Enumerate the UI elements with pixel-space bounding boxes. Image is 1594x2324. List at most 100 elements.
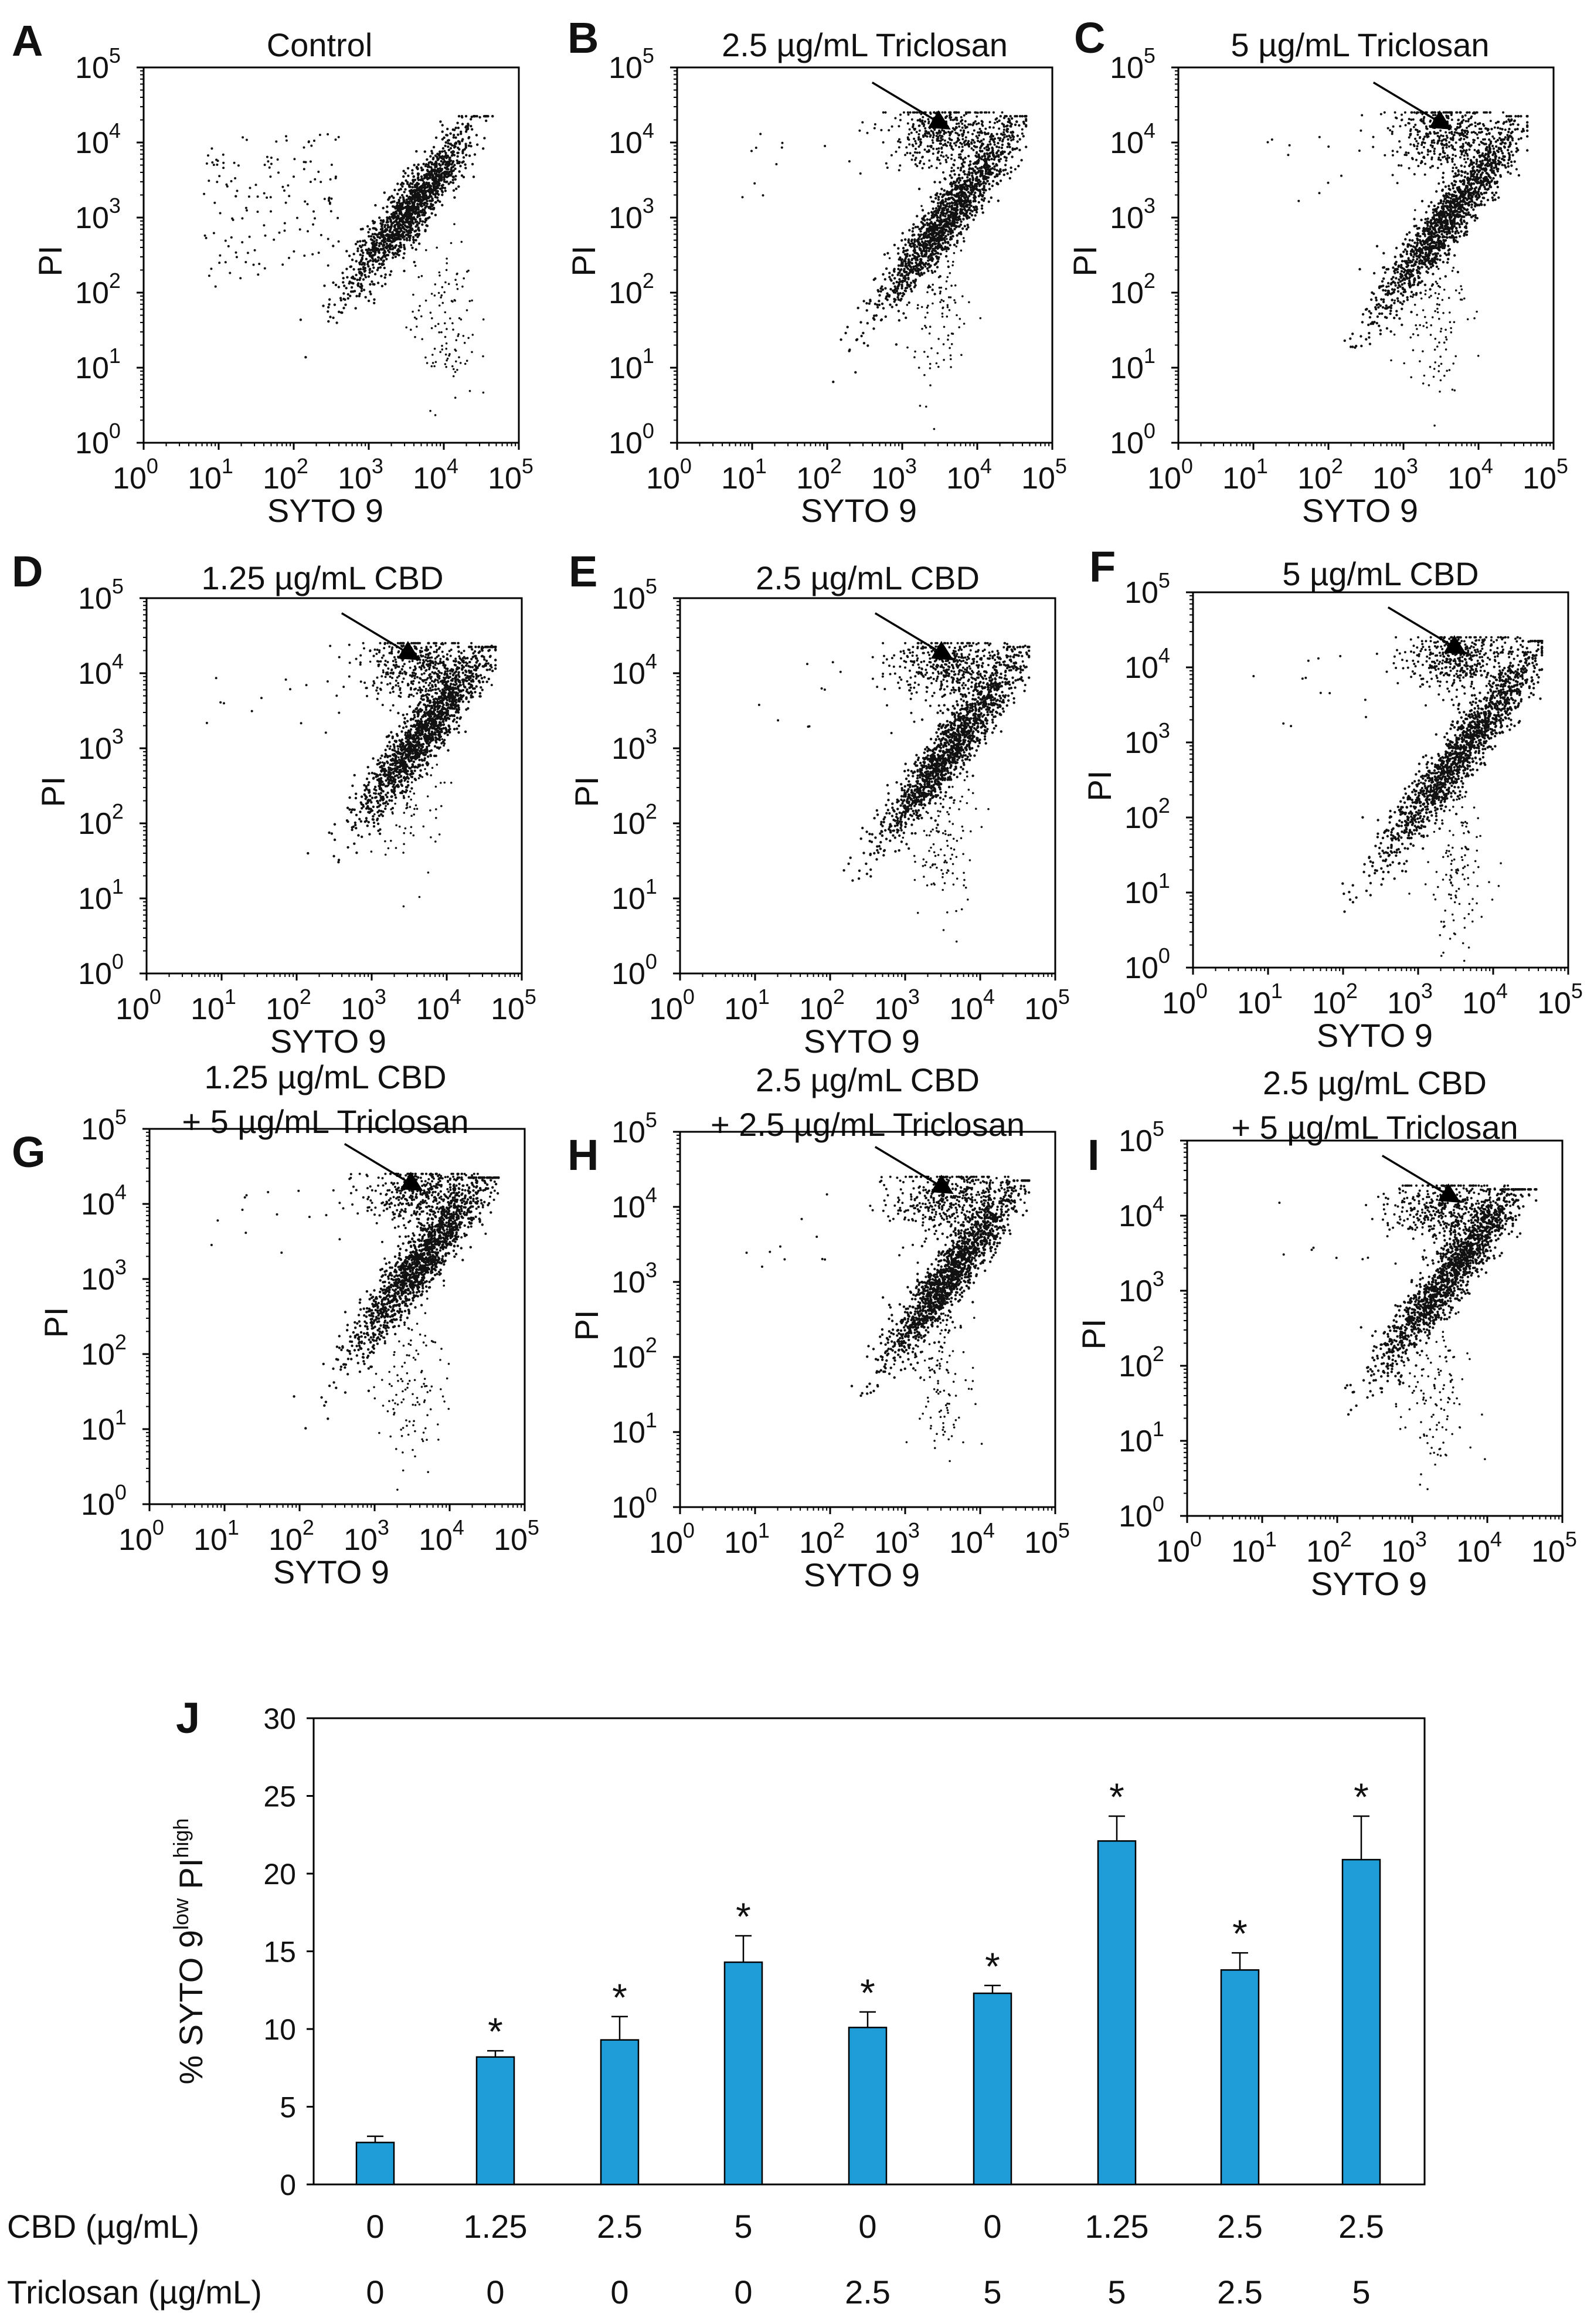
data-point xyxy=(874,303,877,306)
data-point xyxy=(394,255,397,258)
data-point xyxy=(989,138,992,141)
data-point xyxy=(980,111,983,114)
data-point xyxy=(920,252,923,255)
data-point xyxy=(239,277,242,280)
data-point xyxy=(1384,271,1387,274)
data-point xyxy=(212,164,215,167)
data-point xyxy=(400,229,403,232)
data-point xyxy=(1496,185,1499,189)
data-point xyxy=(950,167,953,169)
data-point xyxy=(421,211,424,213)
data-point xyxy=(930,220,933,223)
data-point xyxy=(902,111,905,114)
data-point xyxy=(485,115,488,118)
data-point xyxy=(914,350,916,353)
data-point xyxy=(203,192,206,195)
data-point xyxy=(969,186,973,189)
data-point xyxy=(222,153,225,156)
data-point xyxy=(936,111,939,114)
data-point xyxy=(339,298,342,302)
y-tick-exp: 0 xyxy=(1144,419,1155,443)
data-point xyxy=(452,136,455,139)
data-point xyxy=(423,150,426,153)
data-point xyxy=(293,175,295,178)
y-tick-exp: 1 xyxy=(643,344,654,368)
y-axis-label: PI xyxy=(565,246,602,277)
data-point xyxy=(373,220,376,223)
data-point xyxy=(858,129,861,132)
data-point xyxy=(314,178,317,181)
data-point xyxy=(465,309,468,311)
data-point xyxy=(924,324,926,327)
data-point xyxy=(433,365,436,368)
data-point xyxy=(403,228,406,231)
data-point xyxy=(947,338,949,341)
data-point xyxy=(990,133,993,135)
data-point xyxy=(457,126,460,130)
data-point xyxy=(367,275,371,278)
data-point xyxy=(367,265,370,268)
data-point xyxy=(318,134,321,136)
data-point xyxy=(380,284,384,287)
data-point xyxy=(946,222,950,225)
data-point xyxy=(303,168,305,171)
data-point xyxy=(917,188,921,191)
data-point xyxy=(914,158,916,161)
data-point xyxy=(1394,284,1397,287)
data-point xyxy=(977,160,980,162)
data-point xyxy=(440,189,443,192)
data-point xyxy=(410,328,412,331)
data-point xyxy=(954,144,957,147)
data-point xyxy=(346,276,349,279)
y-tick-base: 10 xyxy=(609,276,643,310)
plot-frame xyxy=(1177,66,1555,444)
data-point xyxy=(946,190,949,193)
data-point xyxy=(427,206,430,209)
data-point xyxy=(943,239,946,242)
data-point xyxy=(1412,293,1415,296)
data-point xyxy=(241,217,244,220)
data-point xyxy=(909,111,912,114)
data-point xyxy=(926,306,929,309)
panel-a: A Control10010010110110210210310310410410… xyxy=(12,16,533,529)
data-point xyxy=(229,272,232,274)
data-point xyxy=(323,198,326,201)
data-point xyxy=(393,246,396,249)
data-point xyxy=(287,184,290,187)
data-point xyxy=(380,232,383,235)
data-point xyxy=(416,205,419,208)
data-point xyxy=(862,331,865,335)
data-point xyxy=(440,184,443,187)
data-point xyxy=(293,250,295,253)
data-point xyxy=(1349,345,1352,348)
data-point xyxy=(1446,195,1449,198)
data-point xyxy=(1005,135,1008,138)
data-point xyxy=(208,274,210,277)
data-point xyxy=(208,179,210,182)
x-tick-base: 10 xyxy=(488,462,522,496)
x-tick-label: 103 xyxy=(1372,454,1418,496)
data-point xyxy=(961,138,964,141)
data-point xyxy=(998,170,1001,173)
data-point xyxy=(912,111,915,114)
data-point xyxy=(456,159,458,162)
data-point xyxy=(383,266,386,270)
data-point xyxy=(957,122,960,125)
data-point xyxy=(413,316,416,319)
data-point xyxy=(978,131,981,134)
data-point xyxy=(408,234,411,237)
data-point xyxy=(910,158,913,161)
arrow-indicator xyxy=(871,82,951,130)
data-point xyxy=(947,296,950,298)
data-point xyxy=(312,223,315,226)
data-point xyxy=(953,252,956,255)
data-point xyxy=(967,111,970,114)
data-point xyxy=(939,290,942,293)
data-point xyxy=(446,257,448,260)
data-point xyxy=(988,147,990,150)
data-point xyxy=(392,205,395,208)
data-point xyxy=(467,337,470,340)
data-point xyxy=(419,219,422,222)
data-point xyxy=(230,180,233,182)
data-point xyxy=(350,286,354,289)
